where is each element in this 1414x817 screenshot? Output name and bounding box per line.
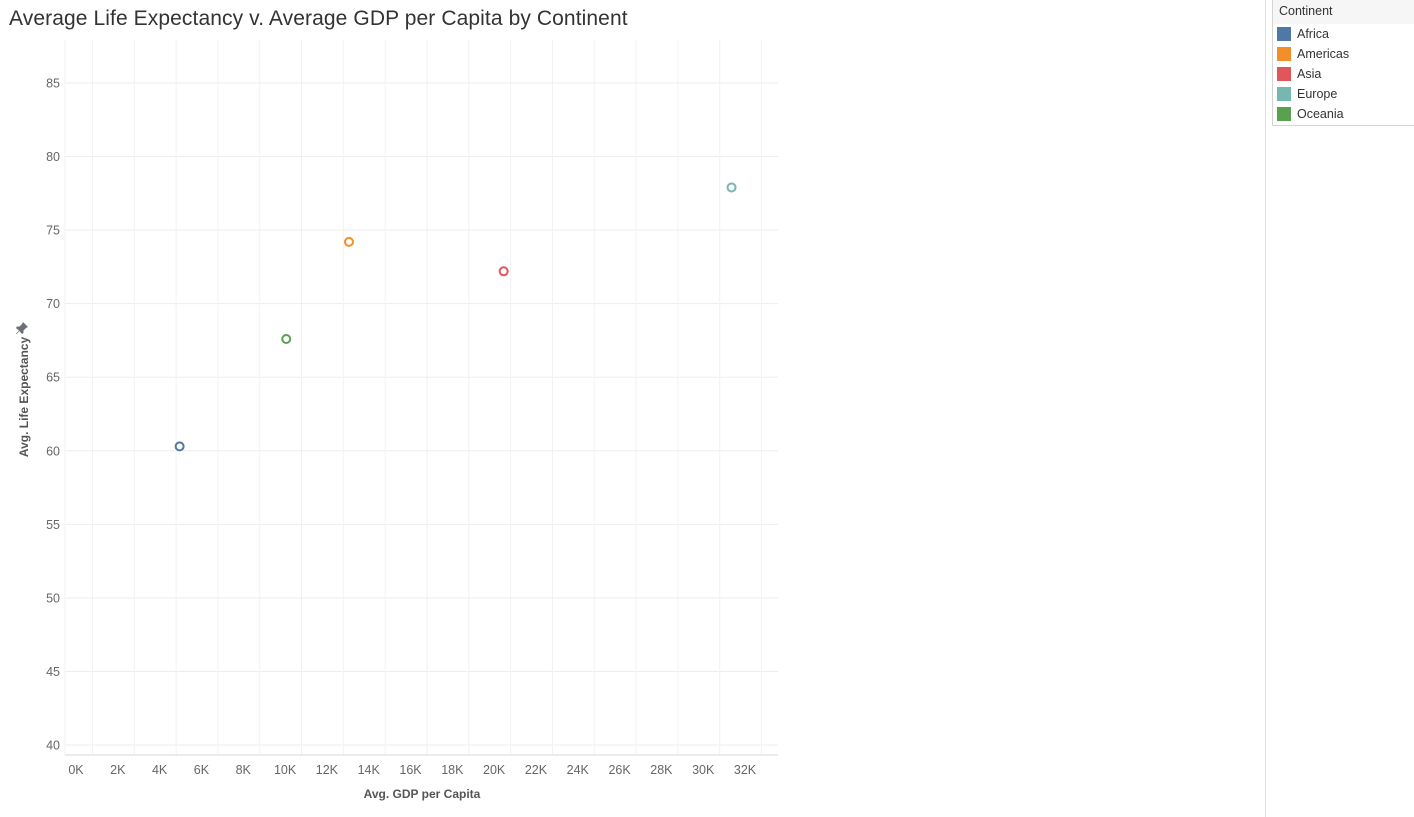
legend-swatch [1277,87,1291,101]
x-tick-label: 24K [567,763,590,777]
x-tick-label: 22K [525,763,548,777]
legend-label: Europe [1297,87,1338,101]
x-axis-title: Avg. GDP per Capita [364,787,481,801]
legend-swatch [1277,27,1291,41]
y-tick-label: 50 [46,591,60,605]
color-legend: Continent Africa Americas Asia Europe Oceani… [1272,0,1414,126]
x-tick-label: 28K [650,763,673,777]
legend-item-asia[interactable]: Asia [1273,64,1414,84]
x-tick-label: 4K [152,763,168,777]
x-tick-label: 0K [68,763,84,777]
y-tick-label: 70 [46,297,60,311]
x-tick-label: 2K [110,763,126,777]
y-tick-label: 55 [46,518,60,532]
y-tick-label: 40 [46,739,60,753]
x-tick-label: 6K [194,763,210,777]
legend-title: Continent [1273,0,1414,24]
y-tick-label: 45 [46,665,60,679]
y-tick-label: 60 [46,444,60,458]
legend-label: Oceania [1297,107,1344,121]
data-point-oceania[interactable] [281,333,292,344]
x-tick-label: 18K [441,763,464,777]
y-axis-title: Avg. Life Expectancy [17,337,31,458]
legend-item-europe[interactable]: Europe [1273,84,1414,104]
legend-label: Asia [1297,67,1322,81]
x-tick-label: 16K [399,763,422,777]
legend-swatch [1277,107,1291,121]
legend-item-oceania[interactable]: Oceania [1273,104,1414,124]
x-tick-label: 20K [483,763,506,777]
legend-divider [1265,0,1266,817]
y-tick-label: 65 [46,371,60,385]
data-point-africa[interactable] [174,441,185,452]
legend-item-africa[interactable]: Africa [1273,24,1414,44]
data-point-europe[interactable] [726,182,737,193]
y-tick-label: 85 [46,77,60,91]
data-point-asia[interactable] [498,266,509,277]
legend-item-americas[interactable]: Americas [1273,44,1414,64]
x-tick-label: 14K [358,763,381,777]
pin-icon[interactable] [15,321,29,335]
x-tick-label: 32K [734,763,757,777]
x-tick-label: 10K [274,763,297,777]
x-tick-label: 30K [692,763,715,777]
chart-title: Average Life Expectancy v. Average GDP p… [9,7,628,30]
legend-label: Africa [1297,27,1329,41]
y-tick-label: 80 [46,150,60,164]
x-tick-label: 12K [316,763,339,777]
data-point-americas[interactable] [343,236,354,247]
x-tick-label: 8K [236,763,252,777]
legend-swatch [1277,67,1291,81]
legend-swatch [1277,47,1291,61]
x-tick-label: 26K [608,763,631,777]
scatter-chart: 40 45 50 55 60 65 70 75 80 85 0K 2K 4K 6K 8K 10K 12K 14K 1… [17,40,778,801]
y-tick-label: 75 [46,224,60,238]
legend-label: Americas [1297,47,1350,61]
